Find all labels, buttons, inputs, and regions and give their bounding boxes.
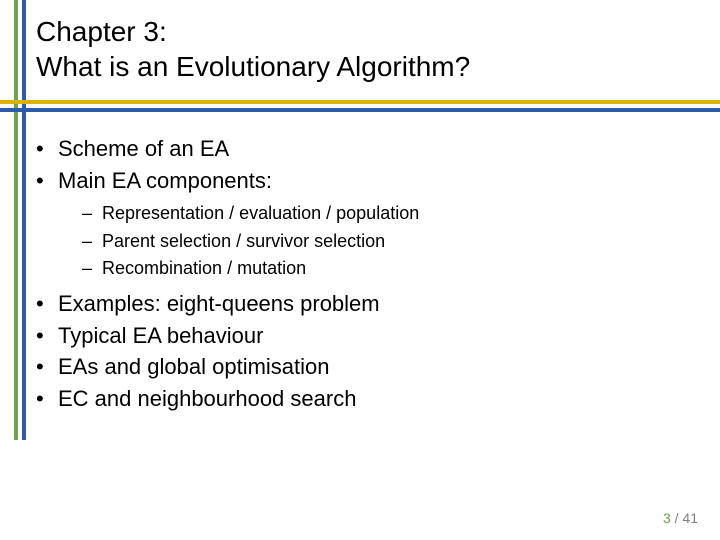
bullet-text: Scheme of an EA [58, 136, 229, 161]
page-total: 41 [682, 510, 698, 526]
bullet-list: Scheme of an EA Main EA components: Repr… [36, 134, 680, 414]
bullet-text: EC and neighbourhood search [58, 386, 356, 411]
slide-title: Chapter 3: What is an Evolutionary Algor… [36, 14, 700, 84]
sub-bullet-text: Representation / evaluation / population [102, 203, 419, 223]
accent-blue-vertical [22, 0, 26, 440]
accent-yellow-horizontal [0, 100, 720, 104]
bullet-text: EAs and global optimisation [58, 354, 330, 379]
sub-bullet-list: Representation / evaluation / population… [58, 201, 680, 281]
sub-list-item: Parent selection / survivor selection [58, 229, 680, 254]
list-item: Examples: eight-queens problem [36, 289, 680, 319]
page-current: 3 [663, 510, 671, 526]
sub-bullet-text: Parent selection / survivor selection [102, 231, 385, 251]
title-line-2: What is an Evolutionary Algorithm? [36, 51, 470, 82]
page-separator: / [671, 510, 683, 526]
list-item: Scheme of an EA [36, 134, 680, 164]
bullet-text: Main EA components: [58, 168, 272, 193]
accent-green-vertical [14, 0, 18, 440]
title-area: Chapter 3: What is an Evolutionary Algor… [36, 14, 700, 84]
title-line-1: Chapter 3: [36, 16, 167, 47]
sub-list-item: Representation / evaluation / population [58, 201, 680, 226]
sub-list-item: Recombination / mutation [58, 256, 680, 281]
list-item: EAs and global optimisation [36, 352, 680, 382]
content-area: Scheme of an EA Main EA components: Repr… [36, 134, 680, 416]
slide: Chapter 3: What is an Evolutionary Algor… [0, 0, 720, 540]
bullet-text: Typical EA behaviour [58, 323, 263, 348]
accent-blue-horizontal [0, 108, 720, 112]
list-item: Typical EA behaviour [36, 321, 680, 351]
sub-bullet-text: Recombination / mutation [102, 258, 306, 278]
page-number: 3 / 41 [663, 510, 698, 526]
list-item: EC and neighbourhood search [36, 384, 680, 414]
list-item: Main EA components: Representation / eva… [36, 166, 680, 281]
bullet-text: Examples: eight-queens problem [58, 291, 380, 316]
